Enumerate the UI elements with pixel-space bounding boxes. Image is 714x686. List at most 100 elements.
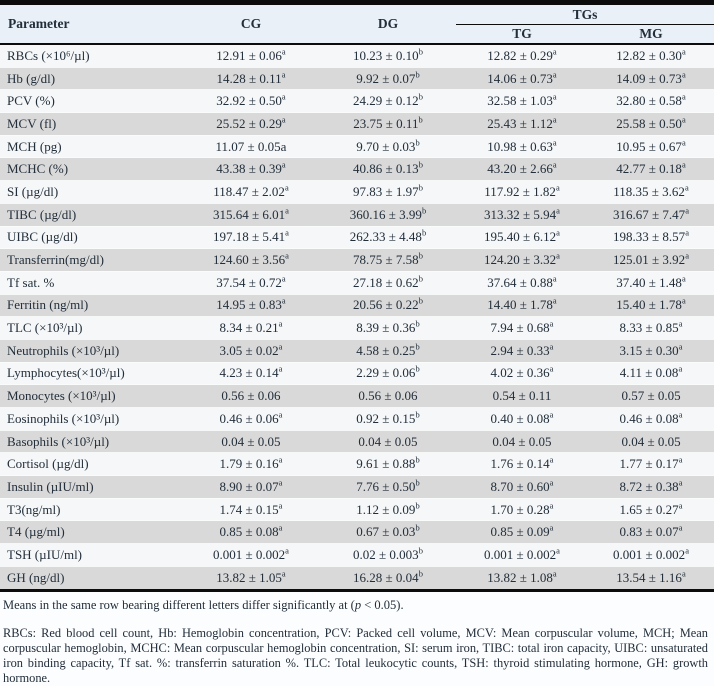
value-cell-tg: 12.82 ± 0.29a <box>456 44 588 67</box>
significance-letter: a <box>678 364 682 374</box>
parameter-cell: T3(ng/ml) <box>0 498 182 521</box>
significance-letter: a <box>682 47 686 57</box>
significance-letter: b <box>415 523 419 533</box>
parameter-cell: TLC (×10³/µl) <box>0 317 182 340</box>
value-cell-mg: 8.33 ± 0.85a <box>588 317 714 340</box>
value-cell-dg: 0.67 ± 0.03b <box>320 521 456 544</box>
significance-letter: a <box>679 478 683 488</box>
significance-letter: a <box>682 69 686 79</box>
col-header-tg: TG <box>456 25 588 45</box>
significance-letter: a <box>282 568 286 578</box>
significance-letter: a <box>550 410 554 420</box>
value-cell-dg: 2.29 ± 0.06b <box>320 362 456 385</box>
value-cell-dg: 0.92 ± 0.15b <box>320 408 456 431</box>
footnote-suffix: < 0.05). <box>361 598 403 612</box>
significance-letter: a <box>685 205 689 215</box>
parameter-cell: PCV (%) <box>0 90 182 113</box>
value-cell-mg: 3.15 ± 0.30a <box>588 339 714 362</box>
significance-letter: a <box>679 410 683 420</box>
value-cell-dg: 78.75 ± 7.58b <box>320 249 456 272</box>
significance-letter: a <box>282 296 286 306</box>
significance-letter: a <box>682 568 686 578</box>
significance-letter: a <box>279 478 283 488</box>
value-cell-tg: 117.92 ± 1.82a <box>456 181 588 204</box>
value-cell-tg: 1.76 ± 0.14a <box>456 453 588 476</box>
col-header-dg: DG <box>320 5 456 44</box>
parameter-cell: SI (µg/dl) <box>0 181 182 204</box>
value-cell-mg: 0.83 ± 0.07a <box>588 521 714 544</box>
parameter-cell: TSH (µIU/ml) <box>0 544 182 567</box>
value-cell-dg: 40.86 ± 0.13b <box>320 158 456 181</box>
value-cell-cg: 25.52 ± 0.29a <box>182 113 320 136</box>
value-cell-mg: 25.58 ± 0.50a <box>588 113 714 136</box>
value-cell-mg: 32.80 ± 0.58a <box>588 90 714 113</box>
value-cell-tg: 14.40 ± 1.78a <box>456 294 588 317</box>
significance-letter: a <box>553 160 557 170</box>
value-cell-dg: 0.56 ± 0.06 <box>320 385 456 408</box>
significance-letter: a <box>553 568 557 578</box>
value-cell-cg: 4.23 ± 0.14a <box>182 362 320 385</box>
significance-letter: a <box>556 205 560 215</box>
parameter-cell: GH (ng/dl) <box>0 566 182 590</box>
value-cell-cg: 32.92 ± 0.50a <box>182 90 320 113</box>
value-cell-mg: 8.72 ± 0.38a <box>588 476 714 499</box>
value-cell-tg: 7.94 ± 0.68a <box>456 317 588 340</box>
value-cell-mg: 1.65 ± 0.27a <box>588 498 714 521</box>
value-cell-cg: 197.18 ± 5.41a <box>182 226 320 249</box>
significance-letter: a <box>550 500 554 510</box>
significance-letter: b <box>415 319 419 329</box>
value-cell-cg: 124.60 ± 3.56a <box>182 249 320 272</box>
significance-letter: a <box>279 410 283 420</box>
significance-letter: b <box>415 341 419 351</box>
significance-letter: a <box>679 523 683 533</box>
significance-letter: b <box>422 228 426 238</box>
value-cell-mg: 42.77 ± 0.18a <box>588 158 714 181</box>
significance-letter: a <box>682 115 686 125</box>
value-cell-cg: 14.28 ± 0.11a <box>182 67 320 90</box>
significance-letter: a <box>282 92 286 102</box>
abbreviations-note: RBCs: Red blood cell count, Hb: Hemoglob… <box>3 626 708 686</box>
table-header: Parameter CG DG TGs TG MG <box>0 5 714 44</box>
value-cell-cg: 315.64 ± 6.01a <box>182 203 320 226</box>
value-cell-dg: 4.58 ± 0.25b <box>320 339 456 362</box>
significance-letter: a <box>553 296 557 306</box>
value-cell-dg: 16.28 ± 0.04b <box>320 566 456 590</box>
significance-letter: a <box>282 47 286 57</box>
parameter-cell: Ferritin (ng/ml) <box>0 294 182 317</box>
col-header-mg: MG <box>588 25 714 45</box>
value-cell-cg: 13.82 ± 1.05a <box>182 566 320 590</box>
significance-letter: b <box>415 500 419 510</box>
parameter-cell: TIBC (µg/dl) <box>0 203 182 226</box>
value-cell-mg: 118.35 ± 3.62a <box>588 181 714 204</box>
parameter-cell: UIBC (µg/dl) <box>0 226 182 249</box>
significance-letter: a <box>282 160 286 170</box>
significance-letter: a <box>550 319 554 329</box>
value-cell-cg: 14.95 ± 0.83a <box>182 294 320 317</box>
significance-letter: a <box>682 137 686 147</box>
significance-letter: b <box>415 137 419 147</box>
value-cell-cg: 118.47 ± 2.02a <box>182 181 320 204</box>
significance-letter: b <box>419 296 423 306</box>
significance-letter: a <box>679 455 683 465</box>
significance-letter: a <box>285 205 289 215</box>
significance-letter: a <box>550 523 554 533</box>
significance-letter: a <box>279 500 283 510</box>
significance-footnote: Means in the same row bearing different … <box>3 598 712 613</box>
significance-letter: a <box>553 69 557 79</box>
significance-letter: a <box>285 546 289 556</box>
col-header-tgs: TGs <box>456 5 714 25</box>
value-cell-cg: 1.79 ± 0.16a <box>182 453 320 476</box>
parameter-cell: Neutrophils (×10³/µl) <box>0 339 182 362</box>
value-cell-mg: 12.82 ± 0.30a <box>588 44 714 67</box>
value-cell-tg: 43.20 ± 2.66a <box>456 158 588 181</box>
parameter-cell: T4 (µg/ml) <box>0 521 182 544</box>
